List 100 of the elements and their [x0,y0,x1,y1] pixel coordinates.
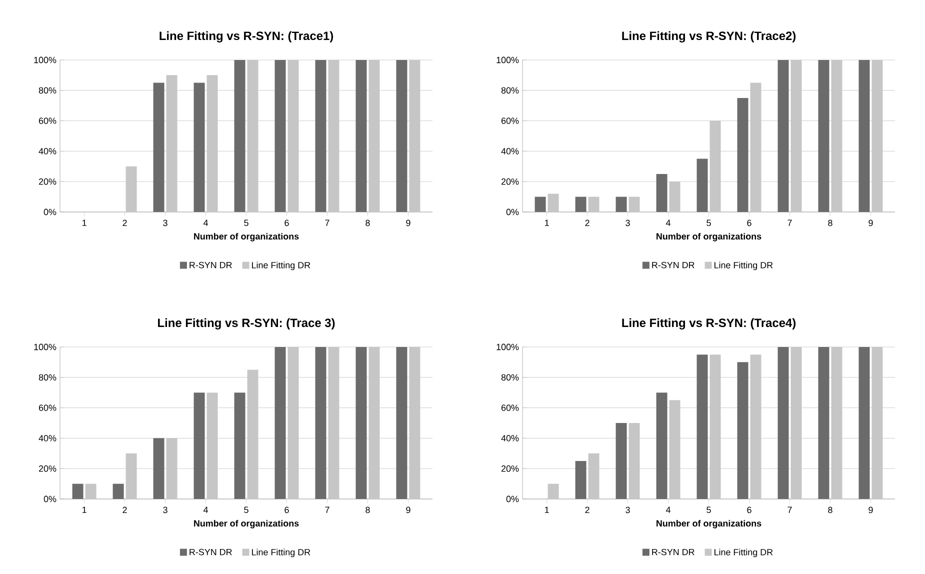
bar [778,60,789,212]
y-tick-label: 80% [38,374,56,381]
legend-label: R-SYN DR [190,262,232,268]
chart-title: Line Fitting vs R-SYN: (Trace 3) [158,318,335,330]
bar [575,460,586,499]
y-tick-label: 60% [38,404,56,411]
legend-label: Line Fitting DR [252,262,310,270]
x-tick-label: 7 [788,506,792,513]
bar [656,174,668,212]
x-axis-title: Number of organizations [656,520,762,528]
x-tick-label: 7 [325,506,330,513]
y-tick-label: 20% [38,178,56,185]
bar [153,82,164,212]
legend-label: R-SYN DR [190,548,232,556]
bar [858,346,870,499]
x-tick-label: 8 [828,506,832,514]
x-axis-title: Number of organizations [656,232,762,242]
y-tick-label: 80% [501,87,519,94]
y-tick-label: 20% [38,465,56,472]
x-tick-label: 1 [545,220,549,226]
x-tick-label: 7 [325,220,330,226]
bar [396,60,408,212]
x-tick-label: 4 [666,220,670,226]
x-tick-label: 5 [244,220,248,226]
x-tick-label: 4 [666,506,670,513]
x-tick-label: 4 [203,220,208,226]
bar [588,196,600,212]
bar [656,392,668,499]
legend-label: R-SYN DR [652,262,694,268]
y-tick-label: 80% [501,374,519,381]
x-tick-label: 9 [406,220,410,226]
bar [234,392,246,499]
bar [72,484,84,499]
x-tick-label: 6 [747,220,752,226]
bar [818,60,830,212]
x-tick-label: 2 [585,506,590,514]
x-tick-label: 9 [868,220,873,226]
bar [85,484,96,499]
bar [548,194,559,212]
x-tick-label: 5 [244,506,248,514]
y-tick-label: 0% [506,208,519,216]
y-tick-label: 40% [501,435,519,442]
x-tick-label: 1 [545,506,549,513]
y-tick-label: 40% [38,148,56,154]
bar [696,354,708,499]
x-tick-label: 5 [706,506,711,514]
x-tick-label: 3 [163,220,168,226]
bar [616,196,627,212]
legend-label: R-SYN DR [652,548,694,556]
bar [112,484,124,499]
bar [737,98,748,212]
legend-label: Line Fitting DR [714,548,773,558]
y-tick-label: 100% [34,56,56,64]
x-tick-label: 2 [585,220,590,226]
x-axis-title: Number of organizations [194,232,299,242]
bar [534,196,546,212]
y-tick-label: 60% [502,404,519,411]
y-tick-label: 40% [501,148,519,154]
y-tick-label: 60% [38,118,56,124]
y-tick-label: 100% [34,344,56,350]
chart-title: Line Fitting vs R-SYN: (Trace2) [622,31,796,42]
legend-label: Line Fitting DR [714,262,773,270]
bar [194,82,205,212]
y-tick-label: 20% [502,178,519,185]
x-tick-label: 1 [82,220,86,226]
bar [356,60,367,212]
bar [194,392,205,499]
x-tick-label: 3 [626,220,630,226]
y-tick-label: 60% [502,118,519,124]
x-tick-label: 9 [406,506,410,514]
bar [696,158,708,212]
bar [315,346,326,499]
bar [274,60,286,212]
y-tick-label: 0% [506,496,519,502]
y-tick-label: 80% [38,87,56,94]
bar [315,60,326,212]
bar [818,346,830,499]
bar [356,346,367,499]
bar [396,346,408,499]
x-tick-label: 2 [122,220,127,226]
y-tick-label: 20% [502,465,519,472]
x-tick-label: 8 [828,220,832,226]
y-tick-label: 100% [496,56,519,64]
x-tick-label: 3 [163,506,168,514]
x-tick-label: 2 [122,506,127,514]
legend-label: Line Fitting DR [252,548,310,558]
x-tick-label: 8 [366,220,370,226]
bar [153,438,164,499]
x-tick-label: 9 [868,506,873,514]
x-tick-label: 3 [626,506,630,514]
x-tick-label: 7 [788,220,792,226]
bar [274,346,286,499]
bar [575,196,586,212]
x-tick-label: 6 [284,506,289,514]
y-tick-label: 40% [38,435,56,442]
x-axis-title: Number of organizations [194,520,299,528]
chart-title: Line Fitting vs R-SYN: (Trace4) [622,318,796,330]
x-tick-label: 1 [82,506,86,513]
bar [858,60,870,212]
bar [737,362,748,499]
